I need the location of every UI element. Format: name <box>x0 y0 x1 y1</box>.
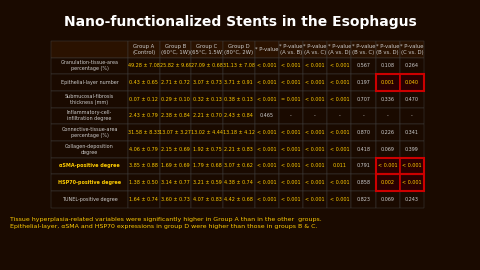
Text: Tissue hyperplasia-related variables were significantly higher in Group A than i: Tissue hyperplasia-related variables wer… <box>10 217 321 229</box>
Text: Nano-functionalized Stents in the Esophagus: Nano-functionalized Stents in the Esopha… <box>64 15 416 29</box>
